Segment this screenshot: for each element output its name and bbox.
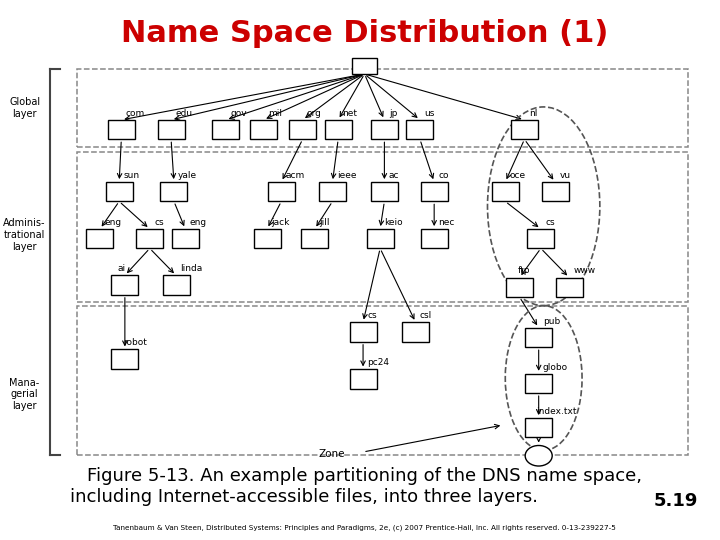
Text: ftp: ftp [518, 266, 531, 275]
Bar [112, 275, 138, 295]
Text: jill: jill [319, 218, 330, 227]
Text: nl: nl [528, 109, 537, 118]
Text: pub: pub [543, 316, 560, 326]
Text: org: org [307, 109, 322, 118]
Text: Mana-
gerial
layer: Mana- gerial layer [9, 377, 40, 411]
Text: Tanenbaum & Van Steen, Distributed Systems: Principles and Paradigms, 2e, (c) 20: Tanenbaum & Van Steen, Distributed Syste… [113, 525, 616, 531]
Bar [106, 182, 132, 201]
Text: sun: sun [123, 171, 140, 180]
Text: ac: ac [389, 171, 399, 180]
Bar [250, 120, 277, 139]
Bar [212, 120, 239, 139]
Bar [319, 182, 346, 201]
Text: including Internet-accessible files, into three layers.: including Internet-accessible files, int… [70, 488, 538, 506]
Bar [371, 182, 398, 201]
Text: www: www [574, 266, 595, 275]
Bar [420, 182, 448, 201]
Bar [556, 278, 582, 297]
Text: edu: edu [176, 109, 192, 118]
Bar [371, 120, 398, 139]
Bar [525, 418, 552, 437]
Text: Name Space Distribution (1): Name Space Distribution (1) [121, 19, 608, 48]
Text: csl: csl [420, 311, 432, 320]
Text: 5.19: 5.19 [654, 492, 698, 510]
Text: ieee: ieee [337, 171, 356, 180]
Bar [301, 229, 328, 248]
Text: eng: eng [104, 218, 122, 227]
Bar [506, 278, 533, 297]
Bar [541, 182, 569, 201]
Text: net: net [343, 109, 357, 118]
Text: us: us [424, 109, 435, 118]
Text: yale: yale [178, 171, 197, 180]
Bar [511, 120, 538, 139]
Bar [172, 229, 199, 248]
Text: index.txt: index.txt [536, 407, 577, 416]
Bar [108, 120, 135, 139]
Bar [352, 58, 377, 74]
Text: co: co [438, 171, 449, 180]
Text: mil: mil [268, 109, 282, 118]
Bar [406, 120, 433, 139]
Text: jp: jp [389, 109, 397, 118]
Bar [86, 229, 114, 248]
Bar [527, 229, 554, 248]
Text: linda: linda [180, 264, 202, 273]
Bar [158, 120, 184, 139]
Text: pc24: pc24 [367, 358, 390, 367]
Text: Zone: Zone [318, 449, 345, 458]
Text: Figure 5-13. An example partitioning of the DNS name space,: Figure 5-13. An example partitioning of … [87, 467, 642, 485]
Bar [366, 229, 394, 248]
Text: com: com [125, 109, 145, 118]
Text: robot: robot [123, 338, 148, 347]
Bar [268, 182, 294, 201]
Text: nec: nec [438, 218, 455, 227]
Bar [289, 120, 316, 139]
Bar [136, 229, 163, 248]
Text: acm: acm [286, 171, 305, 180]
Text: Global
layer: Global layer [9, 97, 40, 119]
Bar [253, 229, 281, 248]
Bar [420, 229, 448, 248]
Text: vu: vu [559, 171, 570, 180]
Text: cs: cs [545, 218, 554, 227]
Bar [112, 349, 138, 369]
Text: keio: keio [384, 218, 403, 227]
Text: jack: jack [271, 218, 289, 227]
Text: Adminis-
trational
layer: Adminis- trational layer [4, 218, 46, 252]
Text: ai: ai [118, 264, 126, 273]
Bar [525, 374, 552, 393]
Text: cs: cs [367, 311, 377, 320]
Bar [402, 322, 429, 342]
Text: gov: gov [230, 109, 247, 118]
Text: oce: oce [510, 171, 526, 180]
Text: globo: globo [543, 362, 568, 372]
Bar [163, 275, 189, 295]
Bar [492, 182, 519, 201]
Bar [349, 322, 377, 342]
Text: eng: eng [189, 218, 207, 227]
Text: cs: cs [154, 218, 163, 227]
Ellipse shape [525, 446, 552, 466]
Bar [525, 328, 552, 347]
Bar [325, 120, 351, 139]
Bar [161, 182, 187, 201]
Bar [349, 369, 377, 389]
